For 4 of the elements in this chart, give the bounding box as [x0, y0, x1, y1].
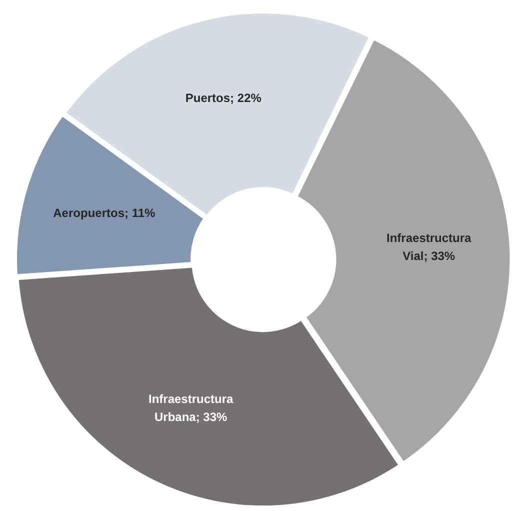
- slice-label: Aeropuertos; 11%: [53, 206, 156, 220]
- slice-label: Puertos; 22%: [185, 90, 262, 105]
- slice-label: Infraestructura Vial; 33%: [386, 231, 472, 264]
- slice-label: Infraestructura Urbana; 33%: [148, 392, 234, 424]
